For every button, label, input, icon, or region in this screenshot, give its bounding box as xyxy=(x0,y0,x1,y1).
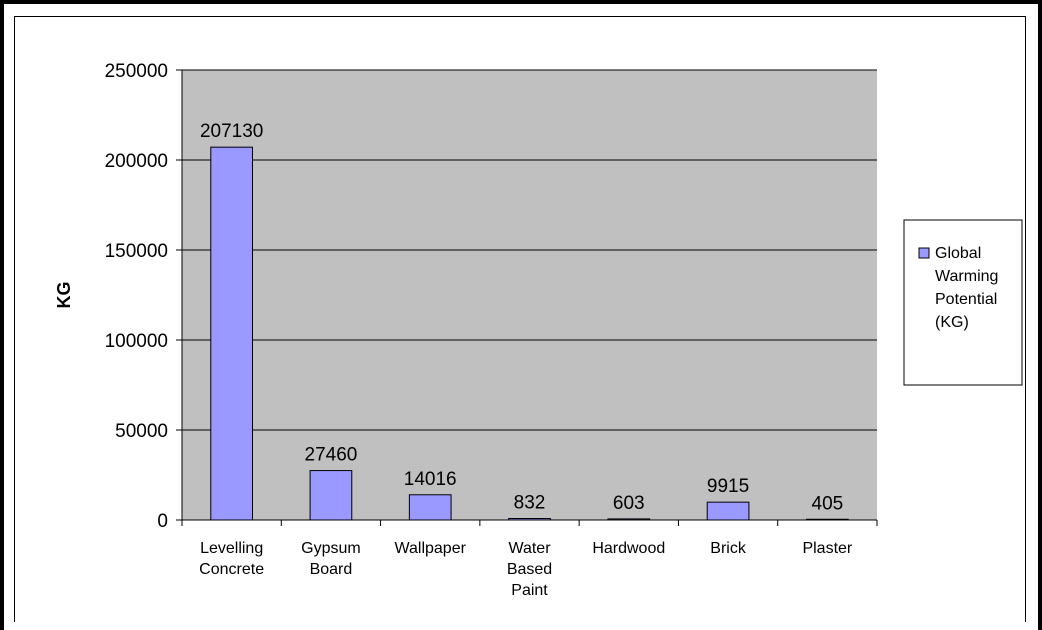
x-tick-label: Board xyxy=(310,561,353,578)
x-tick-label: Levelling xyxy=(200,540,263,557)
data-labels: 207130 27460 14016 832 603 9915 405 xyxy=(200,121,843,514)
data-label: 405 xyxy=(812,493,844,514)
legend-label: Warming xyxy=(935,268,998,285)
bar xyxy=(309,470,353,521)
data-label: 832 xyxy=(514,493,546,514)
data-label: 207130 xyxy=(200,121,263,142)
legend-swatch xyxy=(918,247,930,259)
legend-label: (KG) xyxy=(935,314,969,331)
y-tick-label: 250000 xyxy=(105,61,168,82)
x-tick-label: Wallpaper xyxy=(394,540,466,557)
bar xyxy=(408,494,452,521)
gridlines xyxy=(182,69,877,431)
x-tick-label: Gypsum xyxy=(301,540,361,557)
data-label: 603 xyxy=(613,493,645,514)
bar xyxy=(706,501,750,521)
x-tick-label: Based xyxy=(507,561,552,578)
axes xyxy=(176,69,878,526)
x-tick-label: Brick xyxy=(710,540,747,557)
bar xyxy=(210,146,253,521)
x-tick-label: Paint xyxy=(511,582,548,599)
legend-label: Potential xyxy=(935,291,997,308)
plot-area xyxy=(182,70,877,520)
x-tick-labels: Levelling Concrete Gypsum Board Wallpaper Wat… xyxy=(199,540,853,599)
y-tick-label: 100000 xyxy=(105,331,168,352)
x-tick-label: Plaster xyxy=(802,540,852,557)
y-tick-labels: 0 50000 100000 150000 200000 250000 xyxy=(105,61,168,532)
y-axis-label: KG xyxy=(54,282,74,309)
data-label: 14016 xyxy=(404,469,457,490)
x-tick-label: Water xyxy=(508,540,551,557)
legend-label: Global xyxy=(935,245,981,262)
y-tick-label: 150000 xyxy=(105,241,168,262)
y-tick-label: 200000 xyxy=(105,151,168,172)
x-tick-label: Concrete xyxy=(199,561,264,578)
x-tick-label: Hardwood xyxy=(592,540,665,557)
data-label: 9915 xyxy=(707,476,749,497)
data-label: 27460 xyxy=(305,445,358,466)
y-tick-label: 50000 xyxy=(115,421,168,442)
y-tick-label: 0 xyxy=(157,511,168,532)
legend: Global Warming Potential (KG) xyxy=(903,219,1023,386)
